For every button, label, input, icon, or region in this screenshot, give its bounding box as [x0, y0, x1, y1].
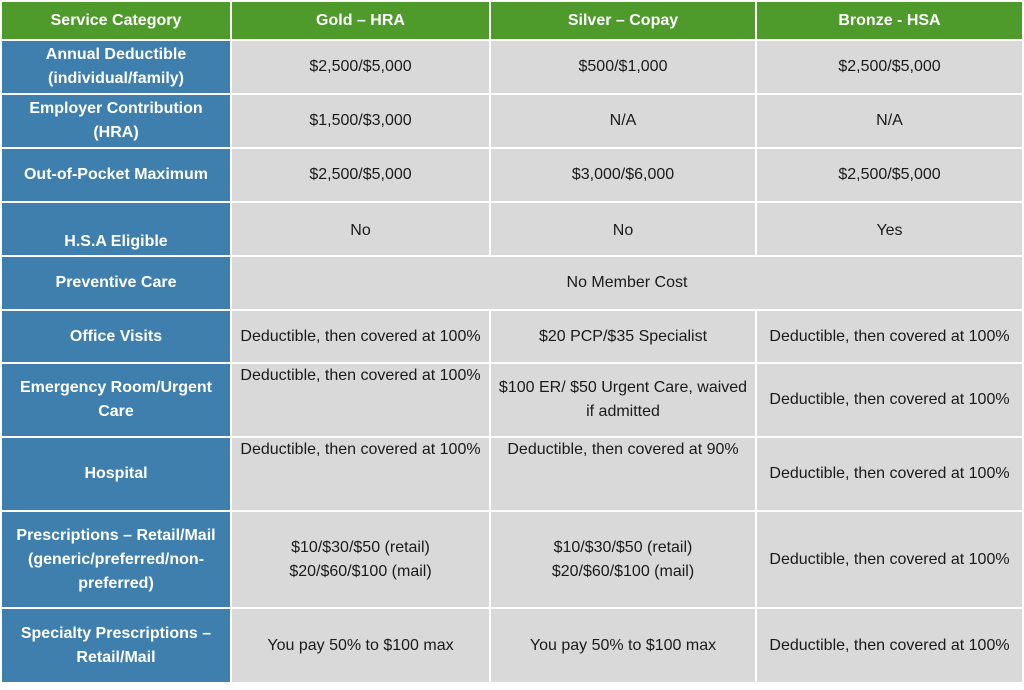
row-header-out-of-pocket-maximum: Out-of-Pocket Maximum — [2, 149, 230, 201]
table-row: Employer Contribution (HRA) $1,500/$3,00… — [2, 95, 1022, 147]
cell-bronze: Deductible, then covered at 100% — [757, 512, 1022, 607]
row-header-annual-deductible: Annual Deductible (individual/family) — [2, 41, 230, 93]
cell-line-retail: $10/$30/$50 (retail) — [291, 538, 430, 556]
cell-silver: N/A — [491, 95, 755, 147]
cell-silver: $20 PCP/$35 Specialist — [491, 311, 755, 362]
cell-line-mail: $20/$60/$100 (mail) — [289, 562, 432, 580]
table-row: Prescriptions – Retail/Mail (generic/pre… — [2, 512, 1022, 607]
cell-bronze: Deductible, then covered at 100% — [757, 609, 1022, 682]
cell-bronze: Yes — [757, 203, 1022, 255]
cell-gold: No — [232, 203, 489, 255]
row-header-emergency-room-urgent-care: Emergency Room/Urgent Care — [2, 364, 230, 436]
cell-line-retail: $10/$30/$50 (retail) — [553, 538, 693, 556]
cell-gold: Deductible, then covered at 100% — [232, 311, 489, 362]
cell-silver: No — [491, 203, 755, 255]
header-gold-hra: Gold – HRA — [232, 2, 489, 39]
table-row: Annual Deductible (individual/family) $2… — [2, 41, 1022, 93]
cell-gold: $10/$30/$50 (retail) $20/$60/$100 (mail) — [232, 512, 489, 607]
row-header-hsa-eligible: H.S.A Eligible — [2, 203, 230, 255]
cell-bronze: $2,500/$5,000 — [757, 41, 1022, 93]
cell-silver: $500/$1,000 — [491, 41, 755, 93]
table-row: Emergency Room/Urgent Care Deductible, t… — [2, 364, 1022, 436]
cell-bronze: Deductible, then covered at 100% — [757, 311, 1022, 362]
table-row: Out-of-Pocket Maximum $2,500/$5,000 $3,0… — [2, 149, 1022, 201]
cell-gold: Deductible, then covered at 100% — [232, 438, 489, 510]
cell-silver: You pay 50% to $100 max — [491, 609, 755, 682]
table-row: H.S.A Eligible No No Yes — [2, 203, 1022, 255]
row-header-employer-contribution: Employer Contribution (HRA) — [2, 95, 230, 147]
cell-bronze: $2,500/$5,000 — [757, 149, 1022, 201]
cell-gold: $2,500/$5,000 — [232, 41, 489, 93]
row-header-hospital: Hospital — [2, 438, 230, 510]
cell-silver: $3,000/$6,000 — [491, 149, 755, 201]
table-row: Specialty Prescriptions – Retail/Mail Yo… — [2, 609, 1022, 682]
table-row: Office Visits Deductible, then covered a… — [2, 311, 1022, 362]
header-silver-copay: Silver – Copay — [491, 2, 755, 39]
cell-gold: Deductible, then covered at 100% — [232, 364, 489, 436]
row-header-office-visits: Office Visits — [2, 311, 230, 362]
table-row: Preventive Care No Member Cost — [2, 257, 1022, 309]
table-row: Hospital Deductible, then covered at 100… — [2, 438, 1022, 510]
cell-all-plans: No Member Cost — [232, 257, 1022, 309]
cell-bronze: Deductible, then covered at 100% — [757, 364, 1022, 436]
header-bronze-hsa: Bronze - HSA — [757, 2, 1022, 39]
cell-silver: $10/$30/$50 (retail) $20/$60/$100 (mail) — [491, 512, 755, 607]
cell-silver: $100 ER/ $50 Urgent Care, waived if admi… — [491, 364, 755, 436]
row-header-preventive-care: Preventive Care — [2, 257, 230, 309]
header-row: Service Category Gold – HRA Silver – Cop… — [2, 2, 1022, 39]
row-header-specialty-prescriptions: Specialty Prescriptions – Retail/Mail — [2, 609, 230, 682]
cell-gold: You pay 50% to $100 max — [232, 609, 489, 682]
cell-gold: $2,500/$5,000 — [232, 149, 489, 201]
header-service-category: Service Category — [2, 2, 230, 39]
cell-bronze: N/A — [757, 95, 1022, 147]
row-header-prescriptions-retail-mail: Prescriptions – Retail/Mail (generic/pre… — [2, 512, 230, 607]
cell-bronze: Deductible, then covered at 100% — [757, 438, 1022, 510]
cell-line-mail: $20/$60/$100 (mail) — [551, 562, 695, 580]
cell-gold: $1,500/$3,000 — [232, 95, 489, 147]
cell-silver: Deductible, then covered at 90% — [491, 438, 755, 510]
